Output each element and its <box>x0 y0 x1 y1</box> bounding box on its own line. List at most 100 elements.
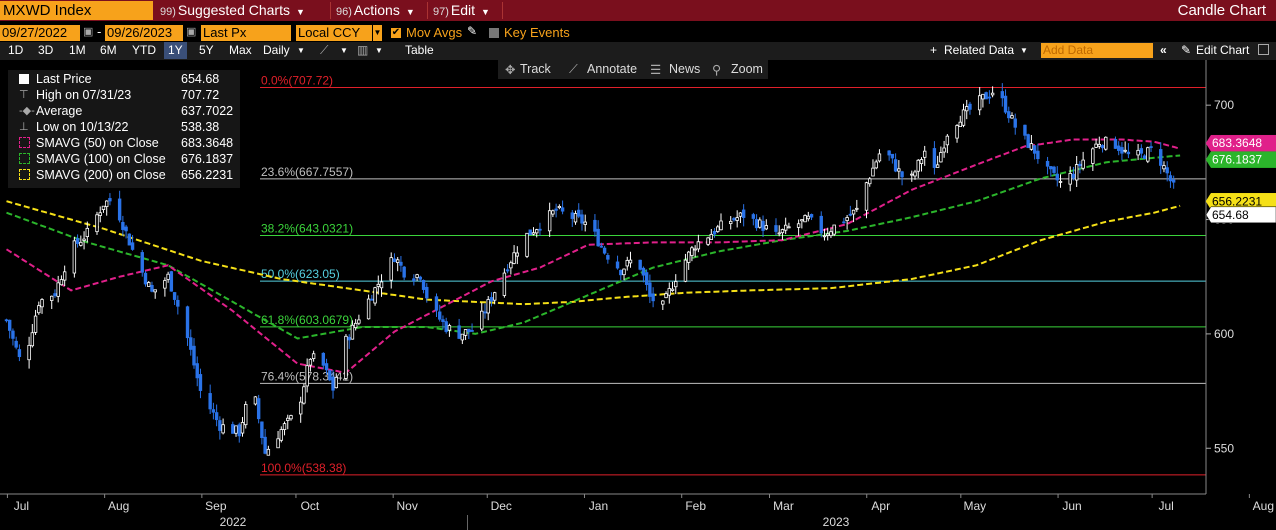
mov-avgs-checkbox[interactable]: ✔ <box>391 27 401 38</box>
key-events-label[interactable]: Key Events <box>504 25 570 40</box>
legend-row-sma100[interactable]: SMAVG (100) on Close 676.1837 <box>8 152 240 168</box>
legend-row-last-price[interactable]: Last Price 654.68 <box>8 72 240 88</box>
bar-chart-icon[interactable]: ▥ <box>357 43 369 57</box>
candle-body <box>877 153 882 162</box>
candle-body <box>1013 118 1017 128</box>
crosshair-icon[interactable]: ✥ <box>505 63 516 77</box>
period-1y[interactable]: 1Y <box>164 42 187 59</box>
candle-body <box>735 217 739 221</box>
key-events-checkbox[interactable] <box>489 28 499 38</box>
period-ytd[interactable]: YTD <box>132 43 156 57</box>
candle-body <box>774 225 778 232</box>
news-icon[interactable]: ☰ <box>650 63 662 77</box>
frequency-select[interactable]: Daily <box>263 43 290 57</box>
candle-body <box>266 448 271 456</box>
news-button[interactable]: News <box>669 62 701 76</box>
calendar-icon[interactable]: ▣ <box>186 26 197 38</box>
legend-row-high[interactable]: ⊤ High on 07/31/23 707.72 <box>8 88 240 104</box>
menu-number: 96) <box>336 6 352 18</box>
candle-body <box>17 349 22 358</box>
chevron-down-icon[interactable]: ▼ <box>375 46 383 55</box>
x-tick-label: Sep <box>205 499 227 513</box>
calendar-icon[interactable]: ▣ <box>83 26 94 38</box>
x-tick-label: Nov <box>396 499 417 513</box>
plus-icon[interactable]: + <box>930 43 938 57</box>
pencil-icon[interactable]: ✎ <box>467 24 478 38</box>
table-button[interactable]: Table <box>405 43 434 57</box>
divider <box>330 2 331 19</box>
period-1m[interactable]: 1M <box>69 43 86 57</box>
candle-body <box>1168 175 1173 182</box>
actions-menu[interactable]: 96) Actions ▼ <box>336 0 415 21</box>
legend-value: 656.2231 <box>181 168 234 182</box>
candle-chart[interactable]: 0.0%(707.72) 23.6%(667.7557) 38.2%(643.032… <box>0 60 1276 530</box>
ticker-field[interactable]: MXWD Index <box>0 1 153 20</box>
candle-body <box>596 228 600 247</box>
candle-body <box>140 252 144 273</box>
window-icon[interactable] <box>1258 44 1269 55</box>
sma-100-line <box>6 154 1181 340</box>
add-data-input[interactable]: Add Data <box>1041 43 1153 58</box>
candle-body <box>447 325 452 331</box>
candle-body <box>1045 160 1050 167</box>
suggested-charts-menu[interactable]: 99) Suggested Charts ▼ <box>160 0 305 21</box>
edit-menu[interactable]: 97) Edit ▼ <box>433 0 490 21</box>
price-field-select[interactable]: Last Px <box>201 25 291 41</box>
annotate-icon[interactable]: ⟋ <box>569 62 578 76</box>
candle-body <box>674 281 678 288</box>
candle-body <box>712 230 717 235</box>
fibonacci-levels: 0.0%(707.72) 23.6%(667.7557) 38.2%(643.032… <box>260 74 1206 476</box>
period-6m[interactable]: 6M <box>100 43 117 57</box>
date-controls-row: 09/27/2022 ▣ - 09/26/2023 ▣ Last Px Loca… <box>0 24 1276 42</box>
candle-body <box>470 330 474 332</box>
candle-body <box>256 398 261 420</box>
candle-body <box>990 92 995 96</box>
end-date-field[interactable]: 09/26/2023 <box>105 25 183 41</box>
candle-body <box>965 106 969 112</box>
period-1d[interactable]: 1D <box>8 43 24 57</box>
legend-row-sma200[interactable]: SMAVG (200) on Close 656.2231 <box>8 168 240 184</box>
fib-label-2: 38.2%(643.0321) <box>261 221 353 235</box>
candle-body <box>1058 181 1063 183</box>
period-5y[interactable]: 5Y <box>199 43 214 57</box>
candle-body <box>874 161 878 169</box>
candle-body <box>887 150 891 156</box>
candle-body <box>121 221 125 230</box>
annotate-button[interactable]: Annotate <box>587 62 638 76</box>
candle-body <box>189 337 193 350</box>
candle-body <box>357 319 361 324</box>
candle-body <box>389 257 393 281</box>
fib-label-3: 50.0%(623.05) <box>261 267 340 281</box>
edit-chart-button[interactable]: Edit Chart <box>1196 43 1250 57</box>
pencil-icon[interactable]: ✎ <box>1181 43 1192 57</box>
period-3d[interactable]: 3D <box>38 43 54 57</box>
related-data-button[interactable]: Related Data <box>944 43 1015 57</box>
legend-row-sma50[interactable]: SMAVG (50) on Close 683.3648 <box>8 136 240 152</box>
period-max[interactable]: Max <box>229 43 252 57</box>
candle-body <box>570 212 574 219</box>
currency-select[interactable]: Local CCY <box>296 25 372 41</box>
chevron-down-icon[interactable]: ▼ <box>297 46 305 55</box>
candle-body <box>829 231 833 237</box>
mov-avgs-label[interactable]: Mov Avgs <box>406 25 463 40</box>
candle-body <box>1159 149 1163 166</box>
candle-body <box>577 209 581 217</box>
legend-row-low[interactable]: ⊥ Low on 10/13/22 538.38 <box>8 120 240 136</box>
zoom-button[interactable]: Zoom <box>731 62 763 76</box>
y-tick-label: 700 <box>1214 98 1234 112</box>
chevron-down-icon[interactable]: ▼ <box>373 25 382 41</box>
chevron-down-icon[interactable]: ▼ <box>1020 46 1028 55</box>
collapse-icon[interactable]: « <box>1160 43 1167 57</box>
legend-row-average[interactable]: -◆- Average 637.7022 <box>8 104 240 120</box>
candle-body <box>531 232 536 235</box>
candle-body <box>690 247 694 256</box>
candle-body <box>124 226 128 232</box>
line-chart-icon[interactable]: ⟋ <box>320 43 329 57</box>
menu-label: Actions <box>353 2 400 18</box>
magenta-dashed-box-icon <box>19 137 30 148</box>
zoom-icon[interactable]: ⚲ <box>712 63 722 77</box>
start-date-field[interactable]: 09/27/2022 <box>0 25 80 41</box>
candle-body <box>353 322 358 329</box>
chevron-down-icon[interactable]: ▼ <box>340 46 348 55</box>
track-button[interactable]: Track <box>520 62 551 76</box>
